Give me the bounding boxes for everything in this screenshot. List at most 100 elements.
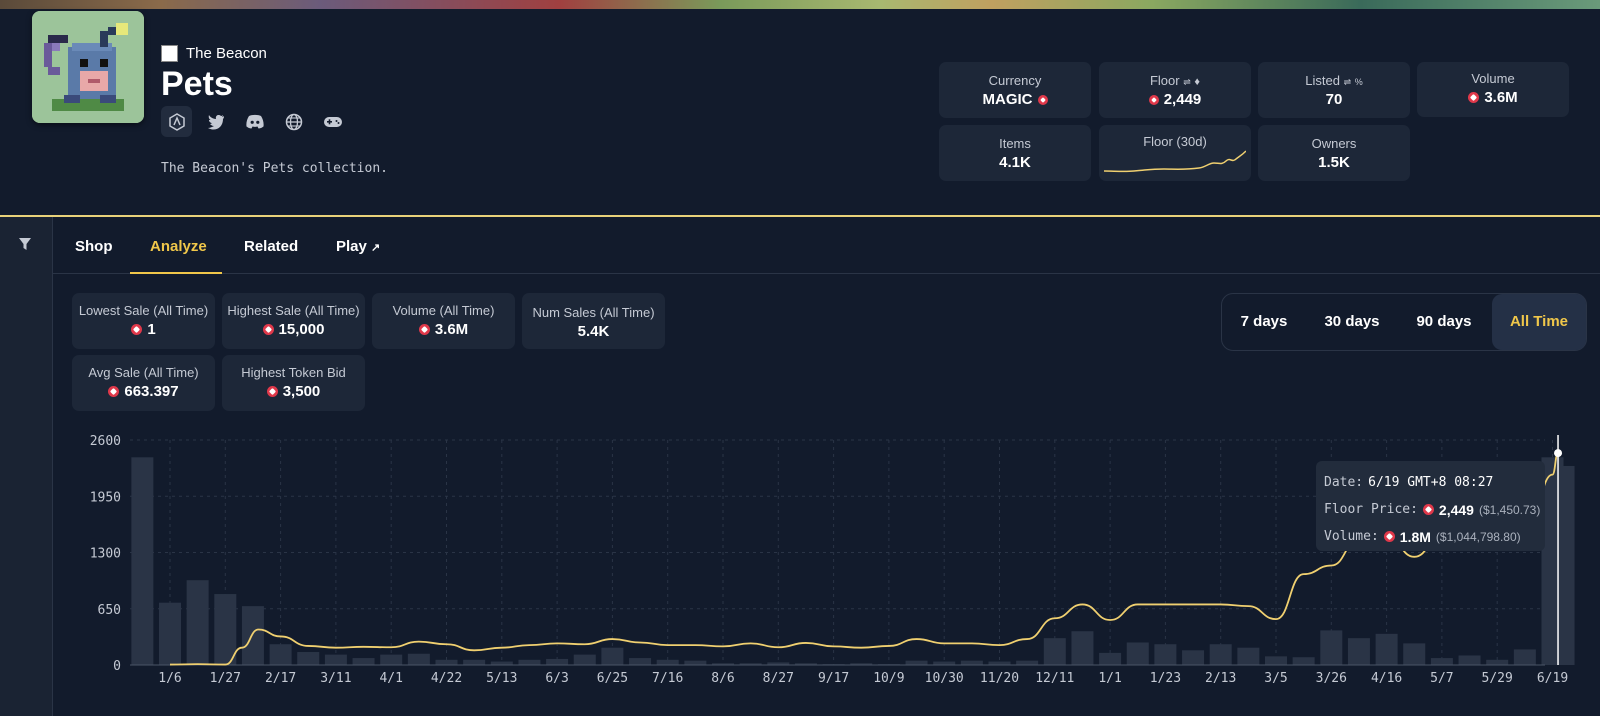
stat-value: 1.5K <box>1318 154 1350 171</box>
stat-label: Currency <box>988 73 1042 88</box>
volume-bar <box>241 606 264 665</box>
x-tick-label: 1/23 <box>1150 671 1181 685</box>
stat-listed[interactable]: Listed ⇌ % 70 <box>1258 62 1410 118</box>
globe-icon[interactable] <box>278 106 309 137</box>
collection-avatar <box>32 11 144 123</box>
volume-bar <box>269 644 292 665</box>
brand-name: The Beacon <box>186 45 267 62</box>
x-tick-label: 1/6 <box>158 671 181 685</box>
volume-bar <box>131 457 154 665</box>
chart-tooltip: Date: 6/19 GMT+8 08:27 Floor Price: 2,449 (… <box>1316 461 1545 551</box>
twitter-icon[interactable] <box>200 106 231 137</box>
stat-label: Items <box>999 136 1031 151</box>
stat-label: Owners <box>1311 136 1357 151</box>
stat-value: 5.4K <box>577 323 610 340</box>
x-tick-label: 1/27 <box>210 671 241 685</box>
volume-bar <box>463 659 486 665</box>
volume-bar <box>1458 655 1481 665</box>
stat-currency: Currency MAGIC <box>939 62 1091 118</box>
tooltip-volume-value: 1.8M <box>1399 528 1431 545</box>
volume-bar <box>1375 633 1398 665</box>
x-tick-label: 8/27 <box>763 671 794 685</box>
volume-bar <box>1292 657 1315 665</box>
tab-shop[interactable]: Shop <box>75 238 113 255</box>
magic-token-icon <box>262 324 274 335</box>
external-link-icon: ↗ <box>371 242 381 254</box>
x-tick-label: 1/1 <box>1098 671 1121 685</box>
volume-bar <box>1320 630 1343 665</box>
stat-volume: Volume 3.6M <box>1417 62 1569 117</box>
stat-highest-token-bid: Highest Token Bid 3,500 <box>222 355 365 411</box>
x-tick-label: 4/1 <box>379 671 402 685</box>
floor-sparkline <box>1104 150 1246 173</box>
range-90-days[interactable]: 90 days <box>1416 313 1472 330</box>
magic-token-icon <box>1383 531 1395 542</box>
tab-analyze[interactable]: Analyze <box>150 238 207 255</box>
volume-bar <box>684 660 707 665</box>
tooltip-floor-usd: ($1,450.73) <box>1478 502 1541 517</box>
stat-value: 70 <box>1325 91 1343 108</box>
range-all-time[interactable]: All Time <box>1492 294 1586 350</box>
brand-logo-icon <box>161 45 178 62</box>
volume-bar <box>1154 644 1177 665</box>
header-divider <box>0 215 1600 217</box>
y-tick-label: 650 <box>98 603 121 618</box>
volume-bar <box>1071 631 1094 665</box>
tooltip-volume-usd: ($1,044,798.80) <box>1435 529 1521 544</box>
volume-bar <box>1182 650 1205 665</box>
stat-label: Num Sales (All Time) <box>532 305 655 320</box>
x-tick-label: 2/13 <box>1205 671 1236 685</box>
range-30-days[interactable]: 30 days <box>1324 313 1380 330</box>
tooltip-floor-value: 2,449 <box>1438 501 1474 518</box>
volume-bar <box>1513 649 1536 665</box>
stat-floor-30d[interactable]: Floor (30d) <box>1099 125 1251 181</box>
collection-header: The Beacon Pets The Beacon's Pets collec… <box>0 9 1600 215</box>
stat-items: Items 4.1K <box>939 125 1091 181</box>
volume-bar <box>1347 638 1370 665</box>
magic-token-icon <box>131 324 143 335</box>
tooltip-floor-label: Floor Price: <box>1324 502 1418 517</box>
banner-image <box>0 0 1600 9</box>
stat-label: Highest Sale (All Time) <box>227 303 360 318</box>
volume-bar <box>960 660 983 665</box>
stat-lowest-sale: Lowest Sale (All Time) 1 <box>72 293 215 349</box>
volume-bar <box>186 580 209 665</box>
eth-icon: ♦ <box>1194 76 1201 88</box>
filter-icon[interactable] <box>18 237 32 256</box>
x-tick-label: 6/3 <box>545 671 568 685</box>
gamepad-icon[interactable] <box>317 106 348 137</box>
volume-bar <box>214 594 237 665</box>
tab-play[interactable]: Play ↗ <box>336 238 380 255</box>
volume-bar <box>573 654 596 665</box>
x-tick-label: 12/11 <box>1035 671 1074 685</box>
stat-value: 2,449 <box>1163 91 1202 108</box>
swap-icon: ⇌ <box>1183 77 1191 87</box>
volume-bar <box>380 654 403 665</box>
x-tick-label: 11/20 <box>980 671 1019 685</box>
magic-token-icon <box>1148 94 1159 105</box>
volume-bar <box>490 661 513 665</box>
volume-bar <box>1016 660 1039 665</box>
tab-related[interactable]: Related <box>244 238 299 255</box>
discord-icon[interactable] <box>239 106 270 137</box>
brand-link[interactable]: The Beacon <box>161 45 267 62</box>
y-tick-label: 0 <box>113 659 121 674</box>
tooltip-volume-label: Volume: <box>1324 529 1379 544</box>
tooltip-date-value: 6/19 GMT+8 08:27 <box>1368 475 1494 490</box>
percent-icon: % <box>1354 77 1363 87</box>
arbitrum-icon[interactable] <box>161 106 192 137</box>
magic-token-icon <box>1037 94 1048 105</box>
volume-bar <box>1403 643 1426 665</box>
x-tick-label: 6/19 <box>1537 671 1568 685</box>
volume-bar <box>629 658 652 665</box>
stat-floor[interactable]: Floor ⇌ ♦ 2,449 <box>1099 62 1251 118</box>
price-volume-chart[interactable]: 0 650 1300 1950 2600 1/6 1/27 2/17 3/11 4/1 4/22 5/… <box>80 425 1600 685</box>
stat-volume-all-time: Volume (All Time) 3.6M <box>372 293 515 349</box>
hover-point <box>1554 449 1563 458</box>
filter-sidebar <box>0 217 53 716</box>
x-tick-label: 3/5 <box>1264 671 1287 685</box>
volume-bar <box>407 653 430 665</box>
x-tick-label: 4/22 <box>431 671 462 685</box>
volume-bar <box>518 659 541 665</box>
range-7-days[interactable]: 7 days <box>1240 313 1288 330</box>
